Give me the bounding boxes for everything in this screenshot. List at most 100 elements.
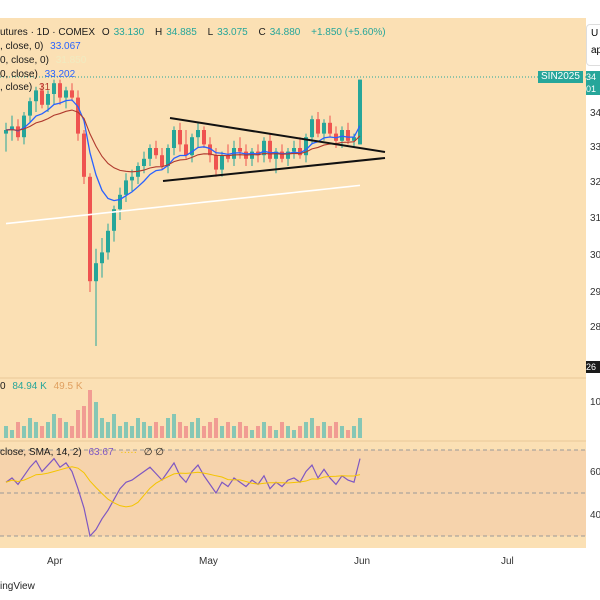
time-axis[interactable] (0, 548, 600, 600)
candle-body[interactable] (190, 137, 194, 156)
popup-line-2: ap (591, 45, 600, 56)
volume-legend[interactable]: 0 84.94 K 49.5 K (0, 381, 87, 392)
candle-body[interactable] (88, 176, 92, 282)
candle-body[interactable] (160, 155, 164, 166)
indicator-1-label: , close, 0) (0, 41, 44, 52)
volume-bar (124, 422, 128, 438)
candle-body[interactable] (58, 83, 62, 98)
candle-body[interactable] (196, 130, 200, 138)
candle-body[interactable] (352, 137, 356, 141)
indicator-4-value: 31 (39, 82, 51, 93)
candle-body[interactable] (10, 126, 14, 130)
candle-body[interactable] (202, 130, 206, 145)
candle-body[interactable] (358, 79, 362, 145)
candle-body[interactable] (70, 90, 74, 98)
candle-body[interactable] (118, 194, 122, 210)
candle-body[interactable] (304, 137, 308, 156)
candle-body[interactable] (100, 252, 104, 264)
volume-bar (82, 406, 86, 438)
candle-body[interactable] (52, 83, 56, 94)
candle-body[interactable] (238, 148, 242, 152)
candle-body[interactable] (130, 176, 134, 181)
candle-body[interactable] (340, 130, 344, 141)
instrument-label: utures · 1D · COMEX (0, 27, 96, 38)
header-legend: utures · 1D · COMEX O 33.130 H 34.885 L 33.… (0, 27, 390, 38)
candle-body[interactable] (46, 94, 50, 105)
candle-body[interactable] (292, 148, 296, 152)
volume-bar (280, 422, 284, 438)
candle-body[interactable] (346, 130, 350, 141)
volume-bar (148, 426, 152, 438)
candle-body[interactable] (28, 101, 32, 116)
volume-bar (346, 430, 350, 438)
indicator-legend-3[interactable]: 0, close) 33.202 (0, 69, 79, 80)
lower-trendline[interactable] (162, 157, 386, 182)
candle-body[interactable] (214, 155, 218, 170)
candle-body[interactable] (280, 151, 284, 159)
indicator-legend-2[interactable]: 0, close, 0) 31.850 (0, 55, 90, 66)
candle-body[interactable] (328, 122, 332, 134)
candle-body[interactable] (142, 158, 146, 166)
candle-body[interactable] (310, 119, 314, 138)
volume-bar (190, 422, 194, 438)
candle-body[interactable] (34, 90, 38, 102)
volume-bar (286, 426, 290, 438)
volume-bar (226, 422, 230, 438)
candle-body[interactable] (220, 155, 224, 170)
candle-body[interactable] (154, 148, 158, 156)
candle-body[interactable] (166, 148, 170, 166)
side-popup[interactable]: U ap (586, 24, 600, 66)
last-price-tag: 34 (586, 71, 600, 83)
volume-bar (202, 426, 206, 438)
brand-label: ingView (0, 581, 35, 592)
volume-bar (106, 422, 110, 438)
candle-body[interactable] (64, 90, 68, 98)
candle-body[interactable] (106, 230, 110, 253)
candle-body[interactable] (286, 151, 290, 159)
candle-body[interactable] (4, 130, 8, 134)
price-axis[interactable] (586, 18, 600, 548)
volume-bar (256, 426, 260, 438)
rsi-label: close, SMA, 14, 2) (0, 447, 82, 458)
high-value: 34.885 (166, 27, 197, 38)
open-label: O (101, 27, 110, 38)
candle-body[interactable] (22, 115, 26, 138)
month-apr: Apr (47, 556, 63, 567)
indicator-legend-1[interactable]: , close, 0) 33.067 (0, 41, 85, 52)
candle-body[interactable] (148, 148, 152, 159)
candle-body[interactable] (184, 144, 188, 156)
candle-body[interactable] (208, 144, 212, 156)
candle-body[interactable] (16, 126, 20, 138)
candle-body[interactable] (172, 130, 176, 148)
volume-bar (118, 426, 122, 438)
candle-body[interactable] (316, 119, 320, 134)
volume-bar (130, 426, 134, 438)
candle-body[interactable] (82, 133, 86, 177)
volume-bar (22, 426, 26, 438)
candle-body[interactable] (178, 130, 182, 145)
candle-body[interactable] (274, 151, 278, 159)
volume-bar (100, 418, 104, 438)
candle-body[interactable] (76, 97, 80, 134)
upper-trendline[interactable] (169, 117, 386, 153)
rsi-line (5, 457, 361, 538)
volume-bar (322, 422, 326, 438)
volume-bar (358, 418, 362, 438)
candle-body[interactable] (268, 140, 272, 159)
axis-label-rsi-40: 40 (590, 510, 600, 521)
candle-body[interactable] (322, 122, 326, 134)
volume-bar (250, 430, 254, 438)
indicator-2-value: 31.850 (55, 55, 87, 66)
popup-line-1: U (591, 28, 599, 39)
volume-bar (334, 422, 338, 438)
candle-body[interactable] (94, 263, 98, 282)
candle-body[interactable] (262, 140, 266, 156)
candle-body[interactable] (226, 155, 230, 159)
candle-body[interactable] (298, 148, 302, 156)
indicator-legend-4[interactable]: , close) 31 (0, 82, 54, 93)
candle-body[interactable] (40, 90, 44, 105)
candle-body[interactable] (124, 180, 128, 195)
candle-body[interactable] (112, 209, 116, 231)
rsi-legend[interactable]: close, SMA, 14, 2) 63.67 ····· ∅ ∅ (0, 447, 168, 458)
